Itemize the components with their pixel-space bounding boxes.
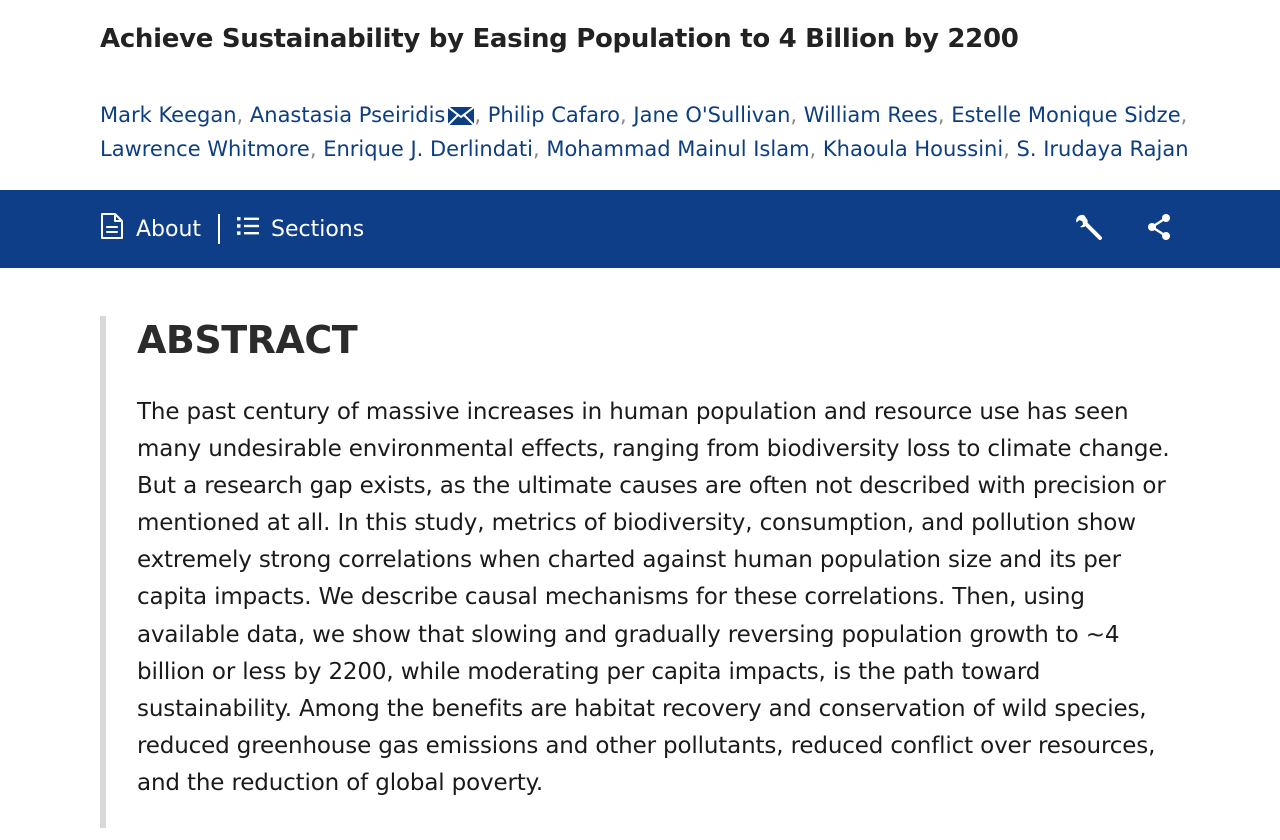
share-icon	[1146, 213, 1172, 245]
author-link[interactable]: William Rees	[803, 103, 938, 127]
author-separator: ,	[1003, 137, 1017, 161]
tools-button[interactable]	[1072, 190, 1104, 268]
author-link[interactable]: Anastasia Pseiridis	[249, 103, 446, 127]
author-link[interactable]: Estelle Monique Sidze	[951, 103, 1181, 127]
author-link[interactable]: S. Irudaya Rajan	[1016, 137, 1189, 161]
author-link[interactable]: Mohammad Mainul Islam	[546, 137, 810, 161]
sections-button[interactable]: Sections	[237, 190, 364, 268]
author-separator: ,	[532, 137, 547, 161]
toolbar-divider	[218, 214, 220, 244]
author-separator: ,	[309, 137, 324, 161]
author-link[interactable]: Jane O'Sullivan	[633, 103, 791, 127]
author-link[interactable]: Philip Cafaro	[487, 103, 621, 127]
author-link[interactable]: Mark Keegan	[100, 103, 237, 127]
author-link[interactable]: Lawrence Whitmore	[100, 137, 310, 161]
author-separator: ,	[937, 103, 952, 127]
about-button[interactable]: About	[100, 190, 201, 268]
abstract-heading: ABSTRACT	[137, 318, 358, 362]
sections-label: Sections	[271, 216, 365, 242]
share-button[interactable]	[1146, 190, 1172, 268]
envelope-icon[interactable]	[447, 103, 476, 134]
author-separator: ,	[1180, 103, 1188, 127]
author-separator: ,	[790, 103, 804, 127]
document-icon	[100, 212, 124, 246]
author-list: Mark Keegan, Anastasia Pseiridis, Philip…	[100, 100, 1200, 165]
abstract-text: The past century of massive increases in…	[137, 399, 1170, 796]
abstract-left-border	[100, 316, 106, 828]
article-title: Achieve Sustainability by Easing Populat…	[100, 24, 1019, 54]
author-separator: ,	[236, 103, 250, 127]
author-separator: ,	[474, 103, 488, 127]
wrench-icon	[1072, 211, 1104, 247]
author-separator: ,	[620, 103, 634, 127]
about-label: About	[136, 216, 202, 242]
list-icon	[237, 216, 259, 242]
author-separator: ,	[809, 137, 823, 161]
author-link[interactable]: Khaoula Houssini	[822, 137, 1004, 161]
author-link[interactable]: Enrique J. Derlindati	[323, 137, 533, 161]
article-toolbar: About Sections	[0, 190, 1280, 268]
